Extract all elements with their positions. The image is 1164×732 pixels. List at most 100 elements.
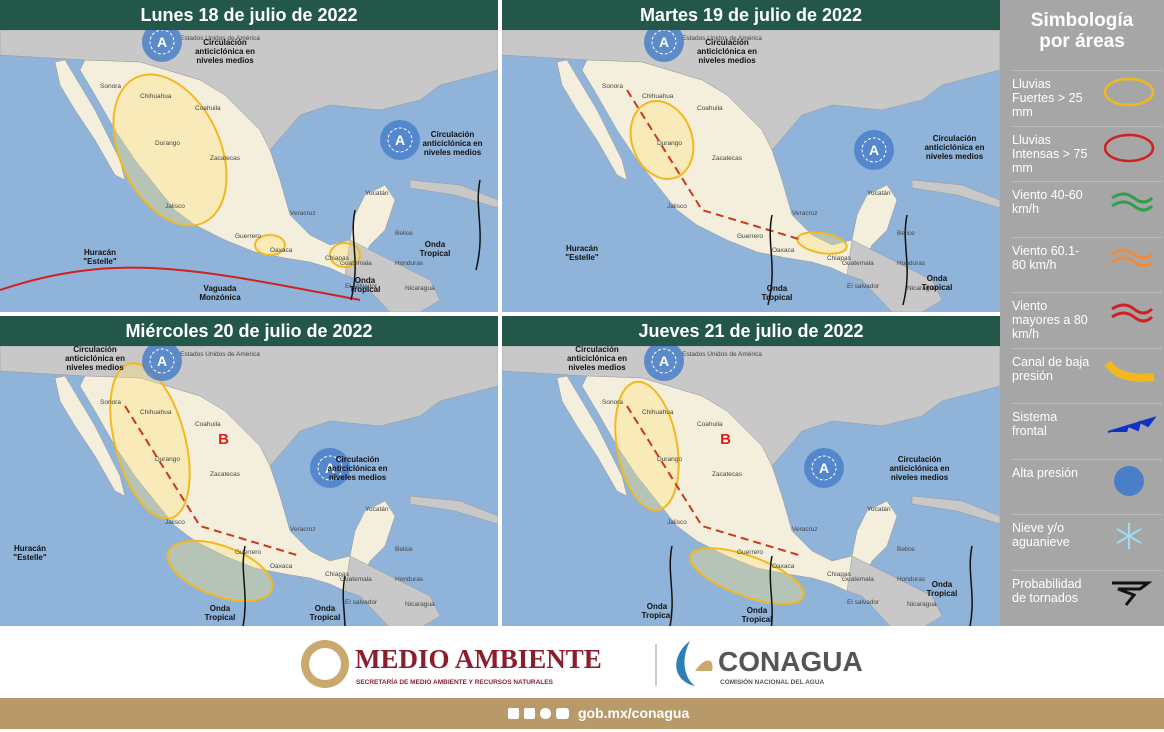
legend-item: Lluvias Fuertes > 25 mm [1012, 70, 1162, 127]
footer: MEDIO AMBIENTE SECRETARÍA DE MEDIO AMBIE… [0, 626, 1164, 698]
legend-icon [1104, 360, 1155, 382]
annotation: Vaguada Monzónica [199, 284, 241, 302]
icon [1104, 360, 1155, 382]
place-label: Honduras [897, 576, 926, 583]
legend-label: Lluvias Intensas > 75 mm [1012, 132, 1088, 175]
legend-label: Canal de baja presión [1012, 354, 1090, 383]
place-label: El salvador [345, 283, 378, 290]
place-label: Belice [897, 546, 915, 553]
social-icons: gob.mx/conagua [508, 705, 689, 721]
legend-label: Lluvias Fuertes > 25 mm [1012, 77, 1083, 119]
legend: Simbología por áreas Lluvias Fuertes > 2… [1000, 0, 1164, 626]
annotation: Onda Tropical [641, 602, 673, 620]
brand: CONAGUA [718, 646, 863, 677]
land [846, 555, 943, 628]
tropical-wave [668, 545, 673, 628]
place-label: Durango [155, 456, 180, 463]
place-label: Chiapas [325, 255, 350, 262]
land [911, 179, 1000, 209]
rain-area [112, 73, 228, 227]
legend-label: Sistema frontal [1012, 410, 1058, 438]
place-label: Guatemala [340, 576, 372, 583]
tropical-wave [769, 555, 773, 628]
land [911, 495, 1000, 525]
place-label: Estados Unidos de América [180, 35, 260, 42]
place-label: Oaxaca [772, 247, 795, 254]
icon [1112, 581, 1153, 606]
land [581, 375, 898, 592]
annotation: Onda Tropical [309, 604, 341, 622]
land [79, 375, 396, 592]
map: Estados Unidos de América Sonora Chihuahua… [502, 30, 1000, 312]
place-label: Guerrero [235, 549, 261, 556]
place-label: Chihuahua [140, 409, 172, 416]
legend-icon [1107, 416, 1156, 433]
place-label: Yucatán [365, 506, 389, 513]
high-pressure [854, 130, 894, 170]
annotation: Huracán "Estelle" [565, 244, 599, 262]
place-label: Durango [657, 140, 682, 147]
trough [124, 405, 301, 557]
place-label: Belice [897, 230, 915, 237]
legend-item: Lluvias Intensas > 75 mm [1012, 125, 1162, 183]
high-pressure [142, 30, 182, 62]
map-panel: Jueves 21 de julio de 2022 Estados Unidos… [502, 316, 1000, 628]
legend-label: Viento 40-60 km/h [1012, 188, 1083, 216]
rain-area [109, 362, 191, 520]
annotation: Circulación anticiclónica en niveles med… [924, 134, 985, 161]
high-pressure [644, 30, 684, 62]
monsoon-trough [0, 266, 361, 301]
brand-sub: SECRETARÍA DE MEDIO AMBIENTE Y RECURSOS … [356, 677, 554, 686]
annotation: Circulación anticiclónica en niveles med… [566, 345, 628, 372]
panel-title: Martes 19 de julio de 2022 [502, 0, 1000, 30]
place-label: Honduras [897, 260, 926, 267]
rain-area [689, 547, 805, 605]
place-label: Jalisco [667, 519, 687, 526]
legend-label: Nieve y/o aguanieve [1012, 521, 1070, 549]
place-label: Chihuahua [642, 93, 674, 100]
place-label: Nicaragua [405, 601, 435, 608]
place-label: Coahuila [697, 421, 723, 428]
place-label: Zacatecas [210, 155, 241, 162]
icon [1116, 523, 1142, 549]
high-symbol: A [659, 34, 669, 50]
place-label: Chihuahua [642, 409, 674, 416]
annotation: Circulación anticiclónica en niveles med… [327, 455, 388, 482]
place-label: Belice [395, 230, 413, 237]
legend-item: Alta presión [1012, 458, 1162, 516]
tropical-wave [968, 545, 973, 628]
land [846, 239, 943, 312]
place-label: Oaxaca [772, 563, 795, 570]
land [409, 495, 498, 525]
annotation: Onda Tropical [921, 274, 953, 292]
panel-title: Miércoles 20 de julio de 2022 [0, 316, 498, 346]
place-label: Sonora [602, 83, 623, 90]
high-symbol: A [819, 460, 829, 476]
annotation: Onda Tropical [926, 580, 958, 598]
high-symbol: A [325, 460, 335, 476]
high-pressure-ring [149, 348, 175, 374]
legend-item: Viento 60.1-80 km/h [1012, 236, 1162, 294]
trough [626, 405, 803, 557]
icon [1111, 303, 1154, 323]
high-symbol: A [157, 34, 167, 50]
place-label: Jalisco [165, 519, 185, 526]
map-panel: Martes 19 de julio de 2022 Estados Unidos… [502, 0, 1000, 312]
annotation: Onda Tropical [419, 240, 451, 258]
legend-label: Viento 60.1-80 km/h [1012, 243, 1080, 272]
legend-icon [1104, 77, 1155, 107]
annotation: Onda Tropical [204, 604, 236, 622]
land [79, 59, 396, 276]
place-label: Veracruz [290, 210, 316, 217]
rain-area [329, 242, 361, 268]
icon [1111, 192, 1154, 212]
legend-icon [1111, 303, 1154, 323]
annotation: Onda Tropical [741, 606, 773, 624]
brand: MEDIO AMBIENTE [355, 644, 602, 674]
place-label: El salvador [345, 599, 378, 606]
trough [626, 89, 803, 241]
high-pressure-ring [811, 455, 837, 481]
legend-item: Viento mayores a 80 km/h [1012, 292, 1162, 349]
tropical-wave [767, 214, 773, 306]
